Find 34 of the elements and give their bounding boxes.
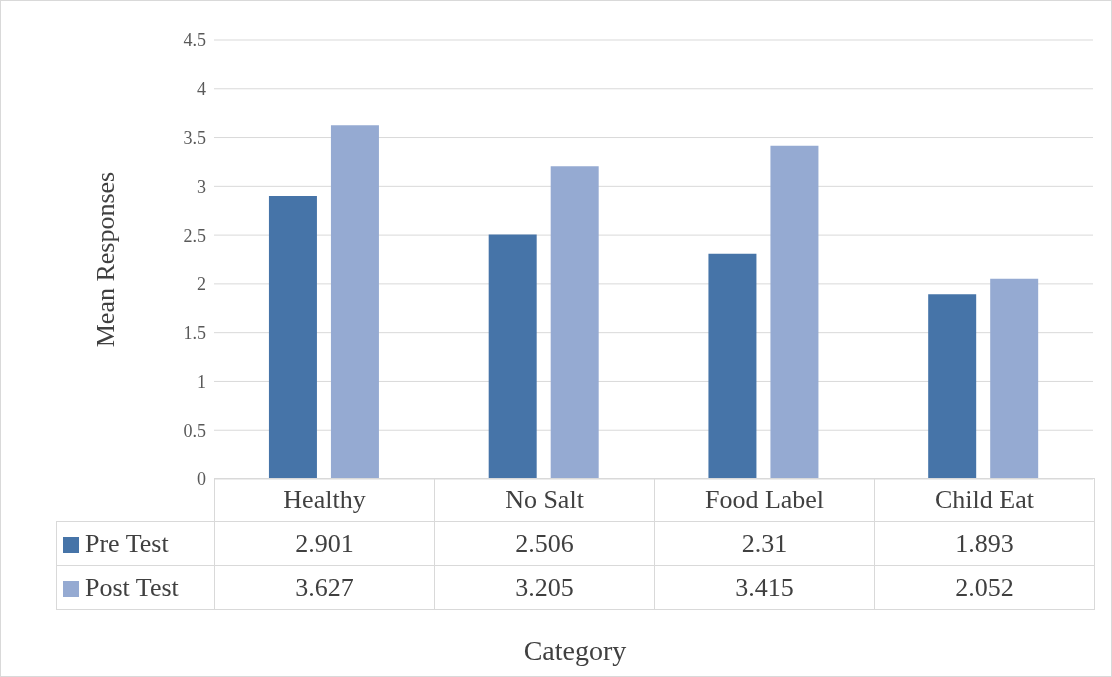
data-label: 2.052	[874, 565, 1095, 610]
legend-label: Pre Test	[85, 529, 169, 559]
data-label: 3.415	[654, 565, 875, 610]
x-tick-label: Healthy	[214, 478, 435, 522]
bar	[488, 234, 537, 479]
y-tick-label: 2	[197, 274, 206, 295]
y-axis-title: Mean Responses	[91, 171, 121, 348]
y-tick-label: 0	[197, 469, 206, 490]
data-label: 3.205	[434, 565, 655, 610]
data-label: 2.31	[654, 521, 875, 566]
bar	[770, 145, 819, 479]
bar	[550, 166, 599, 479]
data-label: 3.627	[214, 565, 435, 610]
y-tick-label: 4	[197, 79, 206, 100]
y-tick-label: 0.5	[183, 420, 206, 441]
bar	[990, 278, 1039, 479]
y-tick-label: 3	[197, 176, 206, 197]
y-tick-label: 2.5	[183, 225, 206, 246]
bar	[330, 125, 379, 479]
bar	[928, 294, 977, 479]
x-tick-label: No Salt	[434, 478, 655, 522]
data-label: 2.506	[434, 521, 655, 566]
y-tick-label: 4.5	[183, 30, 206, 51]
y-tick-label: 1	[197, 371, 206, 392]
x-axis-title: Category	[522, 635, 628, 667]
data-label: 1.893	[874, 521, 1095, 566]
data-label: 2.901	[214, 521, 435, 566]
bar	[268, 195, 317, 479]
y-tick-label: 1.5	[183, 323, 206, 344]
x-tick-label: Child Eat	[874, 478, 1095, 522]
legend-label: Post Test	[85, 573, 179, 603]
bar	[708, 253, 757, 479]
x-tick-label: Food Label	[654, 478, 875, 522]
y-tick-label: 3.5	[183, 127, 206, 148]
